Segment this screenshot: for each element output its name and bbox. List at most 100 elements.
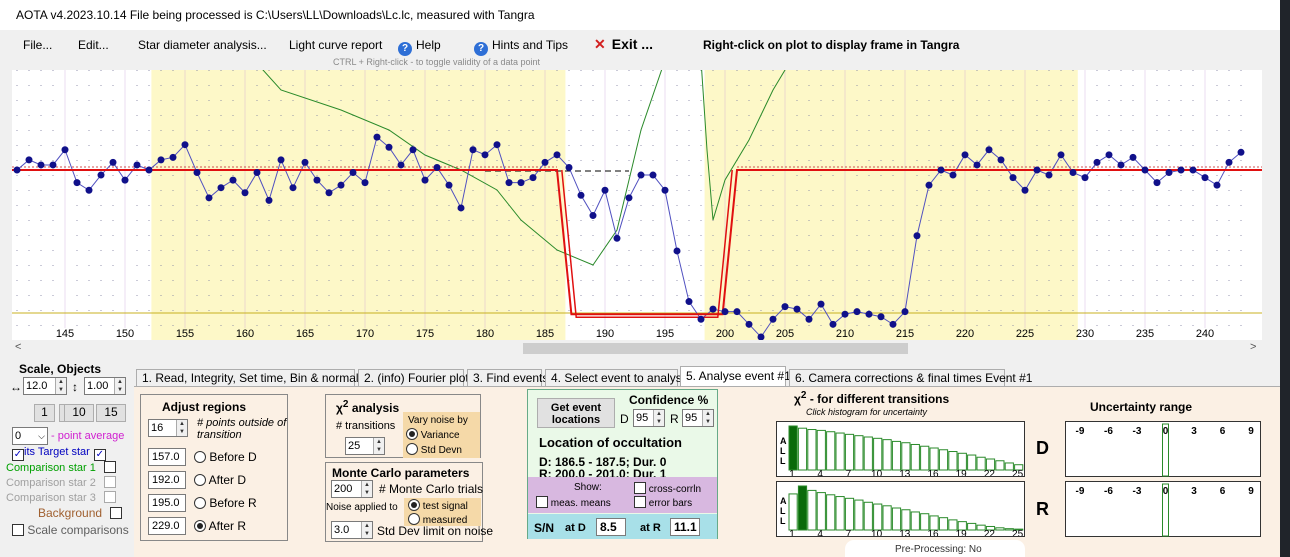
tab-fourier[interactable]: 2. (info) Fourier plot (358, 369, 469, 386)
transitions-stepper[interactable]: 25 ▲ ▼ (345, 437, 385, 455)
error-bars-checkbox[interactable] (634, 496, 646, 508)
measured-radio[interactable] (408, 513, 420, 525)
data-point (1021, 186, 1029, 194)
h-scale-stepper[interactable]: 12.0 ▲ ▼ (23, 377, 67, 395)
scale-comparisons-row[interactable]: Scale comparisons (12, 523, 129, 537)
after-r-input[interactable]: 229.0 (148, 517, 186, 535)
spin-arrows-icon[interactable]: ▲ ▼ (114, 378, 125, 394)
d-transitions-histogram[interactable]: A L L 1 4 7 10 13 16 19 22 25 (776, 421, 1025, 477)
background-row[interactable]: Background (38, 506, 123, 520)
tab-analyse-event[interactable]: 5. Analyse event #1 (680, 366, 791, 386)
scale-comparisons-checkbox[interactable] (12, 524, 24, 536)
target-star-checkbox[interactable]: ✓ (12, 449, 24, 461)
chevron-down-icon[interactable]: ⌵ (38, 431, 45, 441)
uncertainty-tick: -6 (1104, 486, 1113, 497)
point-average-select[interactable]: 0 ⌵ (12, 427, 48, 445)
target-star-row[interactable]: ✓ its Target star ✓ (12, 446, 106, 461)
histogram-axis-label: 25 (1012, 469, 1024, 477)
confidence-d-stepper[interactable]: 95 ▲ ▼ (633, 409, 665, 427)
meas-means-row[interactable]: meas. means (536, 496, 611, 509)
background-checkbox[interactable] (110, 507, 123, 519)
v-scale-stepper[interactable]: 1.00 ▲ ▼ (84, 377, 126, 395)
tab-find-events[interactable]: 3. Find events (467, 369, 548, 386)
spin-arrows-icon[interactable]: ▲ ▼ (55, 378, 66, 394)
comp1-checkbox[interactable] (103, 461, 116, 473)
tab-read[interactable]: 1. Read, Integrity, Set time, Bin & norm… (136, 369, 374, 386)
after-r-radio-row[interactable]: After R (194, 519, 246, 533)
before-r-input[interactable]: 195.0 (148, 494, 186, 512)
scale-button-10[interactable]: 10 (64, 404, 94, 422)
x-tick-label: 165 (296, 328, 314, 340)
data-point (685, 298, 693, 306)
cross-corrn-checkbox[interactable] (634, 482, 646, 494)
data-point (1201, 174, 1209, 182)
data-point (733, 308, 741, 316)
data-point (1213, 181, 1221, 189)
variance-radio-row[interactable]: Variance (406, 428, 460, 441)
cross-corrn-row[interactable]: cross-corrln (634, 482, 701, 495)
menu-star-diameter[interactable]: Star diameter analysis... (138, 38, 267, 52)
variance-radio[interactable] (406, 428, 418, 440)
menu-light-curve-report[interactable]: Light curve report (289, 38, 383, 52)
x-tick-label: 225 (1016, 328, 1034, 340)
test-signal-radio-row[interactable]: test signal (408, 499, 468, 512)
after-d-radio-row[interactable]: After D (194, 473, 246, 487)
before-r-radio-row[interactable]: Before R (194, 496, 257, 510)
after-d-radio[interactable] (194, 474, 206, 486)
uncertainty-tick: 9 (1248, 426, 1254, 437)
histogram-bar (882, 439, 892, 471)
histogram-bar (976, 456, 986, 471)
before-d-radio-row[interactable]: Before D (194, 450, 257, 464)
std-devn-radio-row[interactable]: Std Devn (406, 443, 462, 456)
scale-button-1[interactable]: 1 (34, 404, 55, 422)
scale-button-15[interactable]: 15 (96, 404, 126, 422)
tab-select-event[interactable]: 4. Select event to analyse (545, 369, 688, 386)
std-limit-stepper[interactable]: 3.0 ▲ ▼ (331, 521, 373, 539)
get-event-locations-button[interactable]: Get event locations (537, 398, 615, 428)
before-d-radio[interactable] (194, 451, 206, 463)
data-point (637, 171, 645, 179)
light-curve-plot[interactable]: 145 150 155 160 165 170 175 180 185 190 195 200 205 2… (12, 49, 1268, 341)
tab-camera-corrections[interactable]: 6. Camera corrections & final times Even… (789, 369, 1032, 386)
points-outside-stepper[interactable]: 16 ▲ ▼ (148, 419, 188, 437)
confidence-r-stepper[interactable]: 95 ▲ ▼ (682, 409, 714, 427)
data-point (1033, 166, 1041, 174)
spin-arrows-icon[interactable]: ▲ ▼ (361, 522, 372, 538)
std-devn-radio[interactable] (406, 443, 418, 455)
menu-file[interactable]: File... (23, 38, 53, 52)
r-transitions-histogram[interactable]: A L L 1 4 7 10 13 16 19 22 25 (776, 481, 1025, 537)
menu-edit[interactable]: Edit... (78, 38, 109, 52)
meas-means-checkbox[interactable] (536, 496, 548, 508)
spin-arrows-icon[interactable]: ▲ ▼ (653, 410, 664, 426)
plot-scrollbar[interactable]: < > (12, 340, 1262, 357)
before-d-input[interactable]: 157.0 (148, 448, 186, 466)
all-label: L (780, 456, 786, 466)
target-star-toggle[interactable]: ✓ (93, 449, 106, 461)
measured-radio-row[interactable]: measured (408, 513, 467, 526)
after-d-input[interactable]: 192.0 (148, 471, 186, 489)
after-r-radio[interactable] (194, 520, 206, 532)
plot-canvas[interactable]: 145 150 155 160 165 170 175 180 185 190 195 200 205 2… (12, 49, 1268, 341)
spin-arrows-icon[interactable]: ▲ ▼ (176, 420, 187, 436)
menu-hints[interactable]: ? Hints and Tips (474, 38, 568, 56)
d-uncertainty-chart[interactable]: -9 -6 -3 0 3 6 9 (1065, 421, 1261, 477)
title-bar: AOTA v4.2023.10.14 File being processed … (0, 0, 1280, 30)
histogram-bar (1004, 528, 1014, 531)
spin-arrows-icon[interactable]: ▲ ▼ (373, 438, 384, 454)
test-signal-radio[interactable] (408, 499, 420, 511)
histogram-bar (873, 437, 883, 471)
spin-arrows-icon[interactable]: ▲ ▼ (361, 481, 372, 497)
menu-help[interactable]: ? Help (398, 38, 441, 56)
histogram-bar (882, 505, 892, 531)
comparison-star-1-row[interactable]: Comparison star 1 (6, 461, 116, 474)
error-bars-row[interactable]: error bars (634, 496, 692, 509)
histogram-bar (807, 429, 817, 471)
spin-arrows-icon[interactable]: ▲ ▼ (702, 410, 713, 426)
trials-stepper[interactable]: 200 ▲ ▼ (331, 480, 373, 498)
menu-exit[interactable]: ✕ Exit ... (594, 36, 653, 52)
scroll-left-icon[interactable]: < (15, 341, 22, 353)
scroll-thumb[interactable] (523, 343, 908, 354)
scroll-right-icon[interactable]: > (1250, 341, 1257, 353)
r-uncertainty-chart[interactable]: -9 -6 -3 0 3 6 9 (1065, 481, 1261, 537)
before-r-radio[interactable] (194, 497, 206, 509)
